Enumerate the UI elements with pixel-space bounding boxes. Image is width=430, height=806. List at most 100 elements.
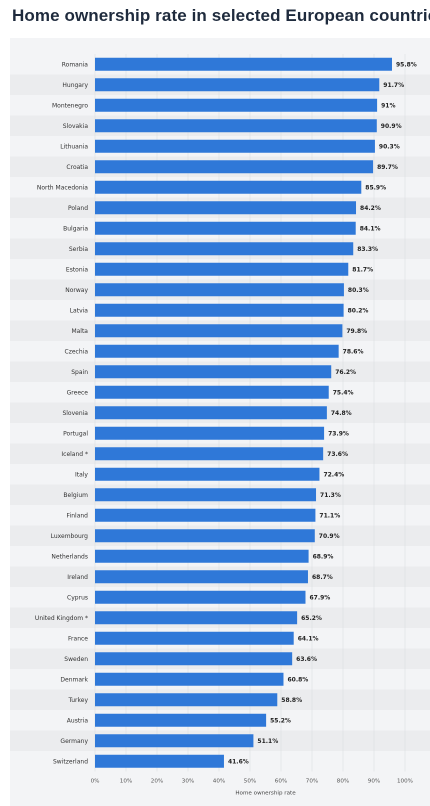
data-label: 75.4% [333, 389, 354, 396]
bar[interactable] [95, 672, 284, 686]
chart-card: Romania 95.8% Hungary 91.7% Montenegro 91% Slo… [10, 38, 430, 806]
category-label: Ireland [67, 574, 88, 581]
bar[interactable] [95, 754, 224, 768]
bar[interactable] [95, 283, 344, 297]
category-label: United Kingdom * [35, 615, 88, 622]
category-label: Germany [60, 738, 88, 745]
data-label: 74.8% [331, 410, 352, 417]
category-label: Montenegro [52, 102, 88, 109]
data-label: 63.6% [296, 656, 317, 663]
bar[interactable] [95, 713, 267, 727]
category-label: Czechia [65, 348, 89, 355]
category-label: Slovenia [62, 410, 88, 417]
bar[interactable] [95, 611, 298, 625]
data-label: 78.6% [343, 348, 364, 355]
bar[interactable] [95, 78, 380, 92]
bar[interactable] [95, 365, 332, 379]
x-tick-label: 90% [368, 779, 380, 785]
data-label: 90.3% [379, 143, 400, 150]
category-label: Latvia [70, 307, 89, 314]
category-label: Italy [75, 471, 88, 478]
category-label: Spain [71, 369, 88, 376]
data-label: 79.8% [346, 328, 367, 335]
bar[interactable] [95, 303, 344, 317]
data-label: 68.7% [312, 574, 333, 581]
category-label: Iceland * [61, 451, 88, 458]
x-tick-label: 30% [182, 779, 194, 785]
data-label: 55.2% [270, 717, 291, 724]
data-label: 95.8% [396, 61, 417, 68]
bar[interactable] [95, 139, 375, 153]
bar[interactable] [95, 98, 378, 112]
bar[interactable] [95, 324, 343, 338]
bar[interactable] [95, 180, 362, 194]
category-label: Netherlands [51, 553, 88, 560]
x-tick-label: 80% [337, 779, 349, 785]
bar[interactable] [95, 385, 329, 399]
bar[interactable] [95, 57, 392, 71]
data-label: 80.3% [348, 287, 369, 294]
bar[interactable] [95, 467, 320, 481]
bar[interactable] [95, 631, 294, 645]
bar[interactable] [95, 221, 356, 235]
x-tick-label: 60% [275, 779, 287, 785]
category-label: Switzerland [53, 758, 88, 765]
category-label: Sweden [64, 656, 88, 663]
bar[interactable] [95, 508, 316, 522]
bar-chart: Romania 95.8% Hungary 91.7% Montenegro 91% Slo… [10, 54, 430, 797]
data-label: 91.7% [383, 82, 404, 89]
category-label: Malta [71, 328, 88, 335]
data-label: 67.9% [309, 594, 330, 601]
data-label: 72.4% [323, 471, 344, 478]
bar[interactable] [95, 201, 357, 215]
category-label: North Macedonia [37, 184, 88, 191]
category-label: Belgium [63, 492, 88, 499]
bar[interactable] [95, 447, 324, 461]
x-tick-label: 40% [213, 779, 225, 785]
bar[interactable] [95, 488, 317, 502]
bar[interactable] [95, 344, 339, 358]
data-label: 91% [381, 102, 395, 109]
bar[interactable] [95, 529, 315, 543]
data-label: 90.9% [381, 123, 402, 130]
bar[interactable] [95, 406, 327, 420]
category-label: Romania [62, 61, 89, 68]
data-label: 73.9% [328, 430, 349, 437]
x-tick-label: 50% [244, 779, 256, 785]
category-label: Lithuania [60, 143, 88, 150]
data-label: 89.7% [377, 164, 398, 171]
category-label: Finland [67, 512, 89, 519]
bar[interactable] [95, 160, 374, 174]
category-label: Turkey [67, 697, 88, 704]
data-label: 64.1% [298, 635, 319, 642]
bar[interactable] [95, 652, 293, 666]
category-label: Serbia [69, 246, 88, 253]
x-axis-title: Home ownership rate [235, 791, 296, 797]
category-label: Cyprus [67, 594, 88, 601]
category-label: Austria [67, 717, 89, 724]
data-label: 85.9% [365, 184, 386, 191]
data-label: 71.1% [319, 512, 340, 519]
category-label: Estonia [66, 266, 88, 273]
bar[interactable] [95, 262, 349, 276]
bar[interactable] [95, 426, 325, 440]
category-label: Bulgaria [63, 225, 88, 232]
category-label: Portugal [63, 430, 88, 437]
bar[interactable] [95, 693, 278, 707]
bar[interactable] [95, 570, 308, 584]
x-tick-label: 70% [306, 779, 318, 785]
data-label: 84.1% [360, 225, 381, 232]
category-label: Hungary [62, 82, 88, 89]
bar[interactable] [95, 242, 354, 256]
category-label: Denmark [60, 676, 88, 683]
bar[interactable] [95, 734, 254, 748]
category-label: France [68, 635, 88, 642]
bar[interactable] [95, 549, 309, 563]
data-label: 51.1% [257, 738, 278, 745]
x-tick-label: 10% [120, 779, 132, 785]
bar[interactable] [95, 590, 306, 604]
data-label: 70.9% [319, 533, 340, 540]
data-label: 60.8% [287, 676, 308, 683]
category-label: Poland [68, 205, 88, 212]
bar[interactable] [95, 119, 377, 133]
